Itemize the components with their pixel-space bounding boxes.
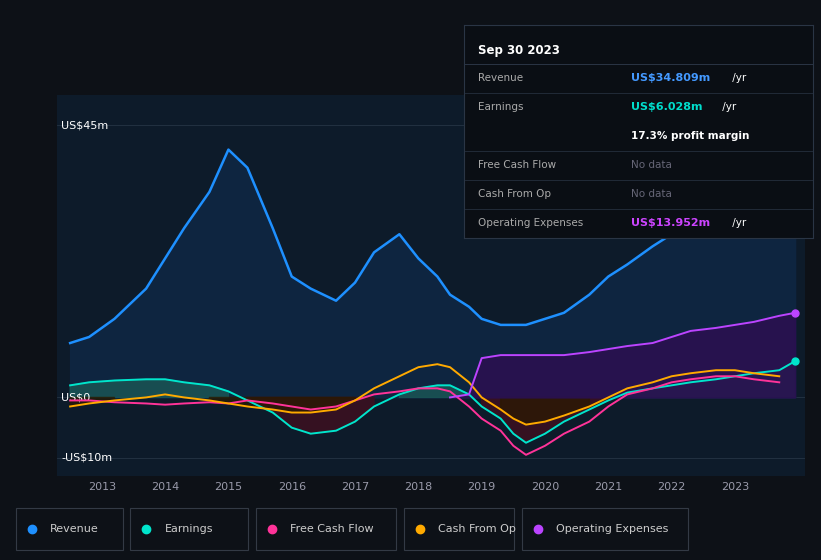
Text: 17.3% profit margin: 17.3% profit margin [631,131,750,141]
Text: Revenue: Revenue [50,524,99,534]
Text: Revenue: Revenue [478,73,523,83]
Bar [16,508,123,550]
Text: US$6.028m: US$6.028m [631,102,703,112]
Text: Free Cash Flow: Free Cash Flow [478,160,556,170]
Text: Earnings: Earnings [165,524,213,534]
Bar [131,508,249,550]
Text: Earnings: Earnings [478,102,523,112]
Text: -US$10m: -US$10m [62,453,112,463]
Text: Sep 30 2023: Sep 30 2023 [478,44,560,57]
Text: Operating Expenses: Operating Expenses [557,524,669,534]
Text: /yr: /yr [719,102,736,112]
Text: No data: No data [631,189,672,199]
Text: US$45m: US$45m [62,120,108,130]
Bar [522,508,688,550]
Text: /yr: /yr [729,218,746,228]
Text: No data: No data [631,160,672,170]
Text: Free Cash Flow: Free Cash Flow [291,524,374,534]
Text: Cash From Op: Cash From Op [478,189,551,199]
Text: US$34.809m: US$34.809m [631,73,711,83]
Text: US$13.952m: US$13.952m [631,218,710,228]
Bar [404,508,514,550]
Text: US$0: US$0 [62,393,90,403]
Text: Cash From Op: Cash From Op [438,524,516,534]
Bar [256,508,397,550]
Text: /yr: /yr [729,73,746,83]
Text: Operating Expenses: Operating Expenses [478,218,583,228]
